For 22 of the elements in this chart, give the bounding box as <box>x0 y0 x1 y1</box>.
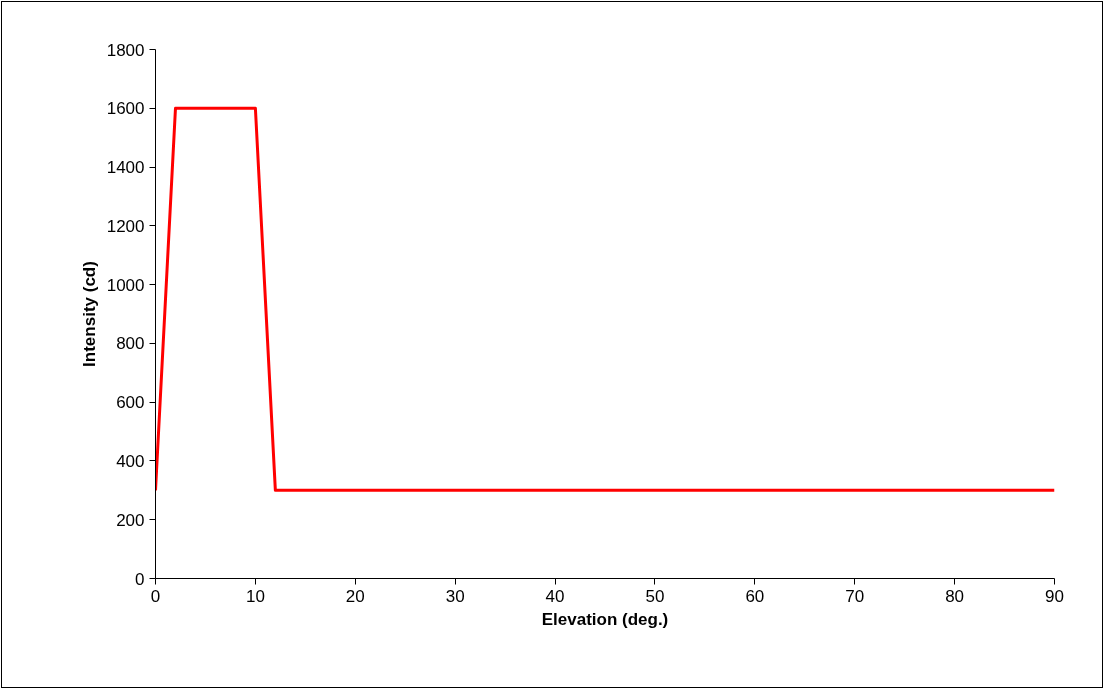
x-tick-label: 70 <box>845 586 865 606</box>
y-tick-label: 1200 <box>106 216 145 236</box>
y-tick-label: 600 <box>116 393 145 413</box>
x-tick-label: 10 <box>245 586 265 606</box>
x-axis-title: Elevation (deg.) <box>541 609 669 629</box>
x-tick-label: 80 <box>945 586 965 606</box>
y-tick-label: 0 <box>135 569 145 589</box>
x-tick-label: 30 <box>445 586 465 606</box>
x-tick-label: 40 <box>545 586 565 606</box>
y-tick-label: 200 <box>116 510 145 530</box>
y-tick-label: 400 <box>116 451 145 471</box>
x-tick-label: 50 <box>645 586 665 606</box>
y-axis-title: Intensity (cd) <box>79 261 99 367</box>
y-tick-label: 1000 <box>106 275 145 295</box>
x-tick-label: 0 <box>150 586 161 606</box>
y-tick-label: 1800 <box>106 40 145 60</box>
y-tick-label: 1600 <box>106 99 145 119</box>
y-tick-label: 1400 <box>106 158 145 178</box>
x-tick-label: 20 <box>345 586 365 606</box>
x-tick-label: 60 <box>745 586 765 606</box>
y-tick-label: 800 <box>116 334 145 354</box>
x-tick-label: 90 <box>1045 586 1064 606</box>
